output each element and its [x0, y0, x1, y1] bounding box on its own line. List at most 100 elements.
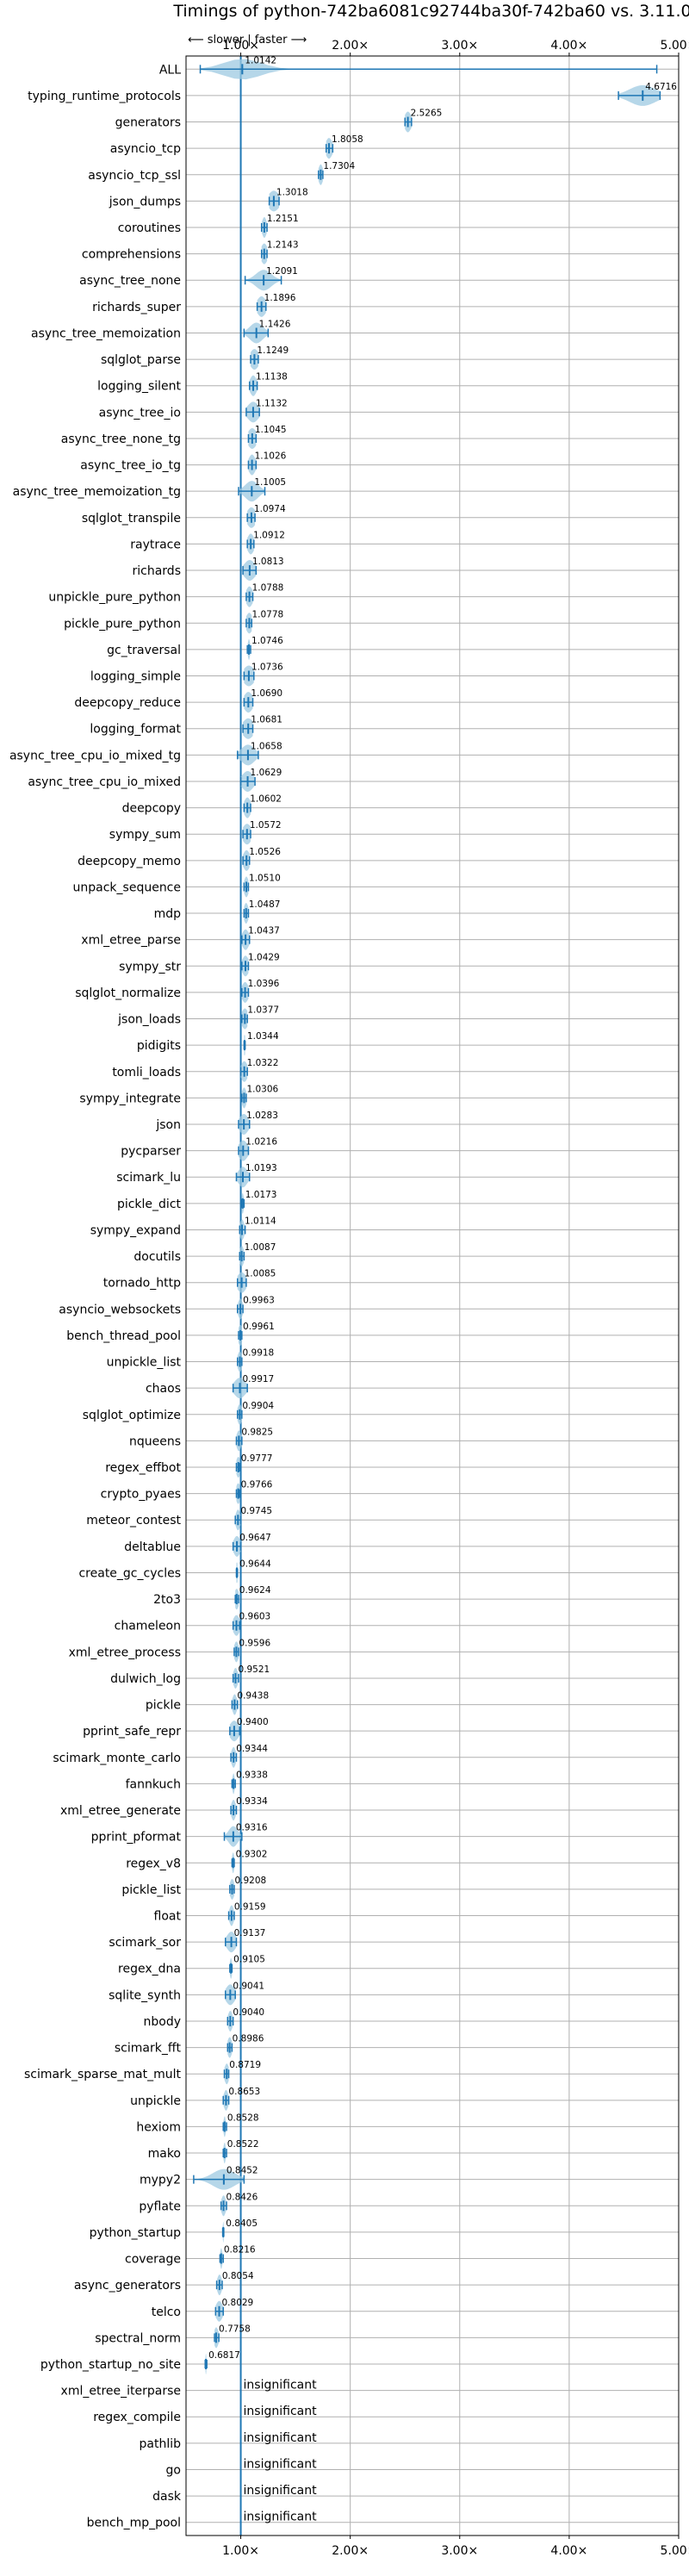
benchmark-label: nqueens [129, 1434, 181, 1448]
benchmark-label: pprint_pformat [91, 1831, 182, 1845]
value-label: 0.9316 [236, 1823, 268, 1833]
x-tick-label-bottom: 5.00× [661, 2544, 689, 2558]
benchmark-label: sqlglot_normalize [75, 986, 181, 1000]
benchmark-label: regex_effbot [105, 1461, 181, 1475]
benchmark-label: sqlglot_parse [101, 353, 181, 367]
x-tick-label-bottom: 1.00× [222, 2544, 259, 2558]
value-label: 1.0306 [246, 1084, 278, 1094]
benchmark-label: scimark_sor [109, 1936, 181, 1950]
benchmark-label: pathlib [140, 2437, 182, 2451]
benchmark-label: unpickle_list [107, 1356, 182, 1370]
value-label: 0.9105 [233, 1955, 265, 1965]
benchmark-label: ALL [159, 63, 181, 77]
benchmark-label: meteor_contest [86, 1514, 181, 1528]
benchmark-label: xml_etree_process [69, 1646, 181, 1659]
value-label: 1.0085 [245, 1269, 276, 1279]
benchmark-label: pickle_dict [117, 1198, 182, 1211]
value-label: 1.0746 [251, 636, 283, 646]
benchmark-label: logging_silent [97, 380, 181, 394]
value-label: 0.9917 [243, 1374, 275, 1384]
benchmark-label: xml_etree_generate [60, 1804, 181, 1818]
value-label: 1.0114 [245, 1216, 276, 1226]
benchmark-label: sympy_sum [109, 828, 181, 842]
benchmark-label: tomli_loads [112, 1066, 181, 1080]
value-label: 0.7758 [219, 2324, 251, 2334]
benchmark-label: pickle [146, 1699, 181, 1713]
insignificant-label: insignificant [244, 2431, 318, 2445]
benchmark-label: python_startup [90, 2226, 181, 2240]
value-label: 1.0778 [251, 609, 283, 619]
value-label: 1.3018 [276, 187, 308, 197]
benchmark-label: create_gc_cycles [78, 1566, 181, 1580]
value-label: 1.2151 [267, 214, 299, 224]
benchmark-label: coverage [125, 2253, 181, 2267]
benchmark-label: mako [148, 2147, 181, 2161]
benchmark-label: deepcopy_reduce [74, 696, 181, 710]
benchmark-label: deepcopy [122, 802, 181, 816]
value-label: 0.9438 [237, 1691, 269, 1702]
benchmark-label: regex_dna [118, 1963, 181, 1976]
value-label: 0.9777 [241, 1453, 273, 1464]
value-label: 0.9961 [243, 1322, 275, 1332]
benchmark-label: async_tree_io_tg [80, 459, 181, 473]
benchmark-label: async_tree_io [99, 406, 181, 420]
value-label: 1.0087 [245, 1242, 276, 1253]
value-label: 0.6817 [208, 2350, 240, 2361]
value-label: 0.8452 [227, 2166, 258, 2176]
benchmark-label: crypto_pyaes [101, 1488, 181, 1502]
benchmark-label: async_generators [74, 2279, 181, 2293]
benchmark-label: richards [133, 564, 182, 578]
benchmark-label: float [154, 1910, 182, 1924]
value-label: 0.9208 [234, 1876, 266, 1886]
value-label: 1.0322 [247, 1058, 279, 1068]
benchmark-label: nbody [144, 2015, 182, 2029]
benchmark-label: dulwich_log [110, 1672, 181, 1686]
value-label: 1.1249 [257, 345, 289, 356]
value-label: 0.8216 [224, 2245, 256, 2256]
benchmark-label: bench_thread_pool [66, 1329, 181, 1343]
x-tick-label-top: 2.00× [332, 39, 369, 53]
insignificant-label: insignificant [244, 2484, 318, 2498]
value-label: 1.1138 [256, 372, 288, 383]
value-label: 1.1132 [256, 398, 288, 408]
x-tick-layer: 1.00× 1.00× 2.00× 2.00× 3.00× 3.00× 4.00× 4.00×… [222, 39, 689, 2558]
benchmark-label: chaos [146, 1382, 181, 1396]
benchmark-label: 2to3 [153, 1593, 181, 1607]
benchmark-label: async_tree_none_tg [61, 432, 181, 446]
value-label: 1.0377 [247, 1005, 279, 1016]
benchmark-label: asyncio_websockets [59, 1303, 181, 1316]
x-tick-label-top: 3.00× [441, 39, 478, 53]
plot-frame [185, 55, 680, 2536]
benchmark-label: json_loads [117, 1013, 181, 1027]
value-label: 1.0658 [251, 741, 282, 751]
benchmark-label: pyflate [139, 2200, 181, 2213]
benchmark-label: pidigits [137, 1039, 181, 1053]
benchmark-label: async_tree_none [79, 274, 181, 288]
value-label: 0.9918 [243, 1348, 275, 1359]
value-label: 1.0193 [245, 1163, 277, 1173]
value-label: 1.0690 [251, 688, 282, 699]
benchmark-label: pprint_safe_repr [83, 1725, 181, 1739]
benchmark-label: scimark_monte_carlo [53, 1752, 181, 1765]
insignificant-label: insignificant [244, 2457, 318, 2471]
value-label: 0.9644 [239, 1559, 271, 1569]
benchmark-label: docutils [133, 1250, 181, 1264]
benchmark-label: asyncio_tcp_ssl [88, 169, 181, 183]
value-label: 1.2143 [267, 240, 299, 251]
x-tick-label-top: 5.00× [661, 39, 689, 53]
value-label: 1.0216 [245, 1137, 277, 1148]
value-label: 0.8986 [233, 2034, 264, 2044]
value-label: 1.0629 [251, 768, 282, 778]
value-label: 0.9040 [233, 2007, 264, 2018]
marks-layer [193, 59, 661, 2374]
benchmark-label: json [155, 1118, 181, 1132]
benchmark-label: deltablue [124, 1540, 181, 1554]
benchmark-label: python_startup_no_site [40, 2358, 181, 2372]
benchmark-label: async_tree_memoization [31, 327, 181, 340]
value-label: 1.0974 [254, 504, 286, 514]
benchmark-label: generators [115, 116, 181, 130]
benchmark-label: sqlglot_optimize [83, 1409, 181, 1422]
benchmark-label: mdp [154, 907, 182, 921]
value-label: 0.9766 [241, 1480, 273, 1490]
